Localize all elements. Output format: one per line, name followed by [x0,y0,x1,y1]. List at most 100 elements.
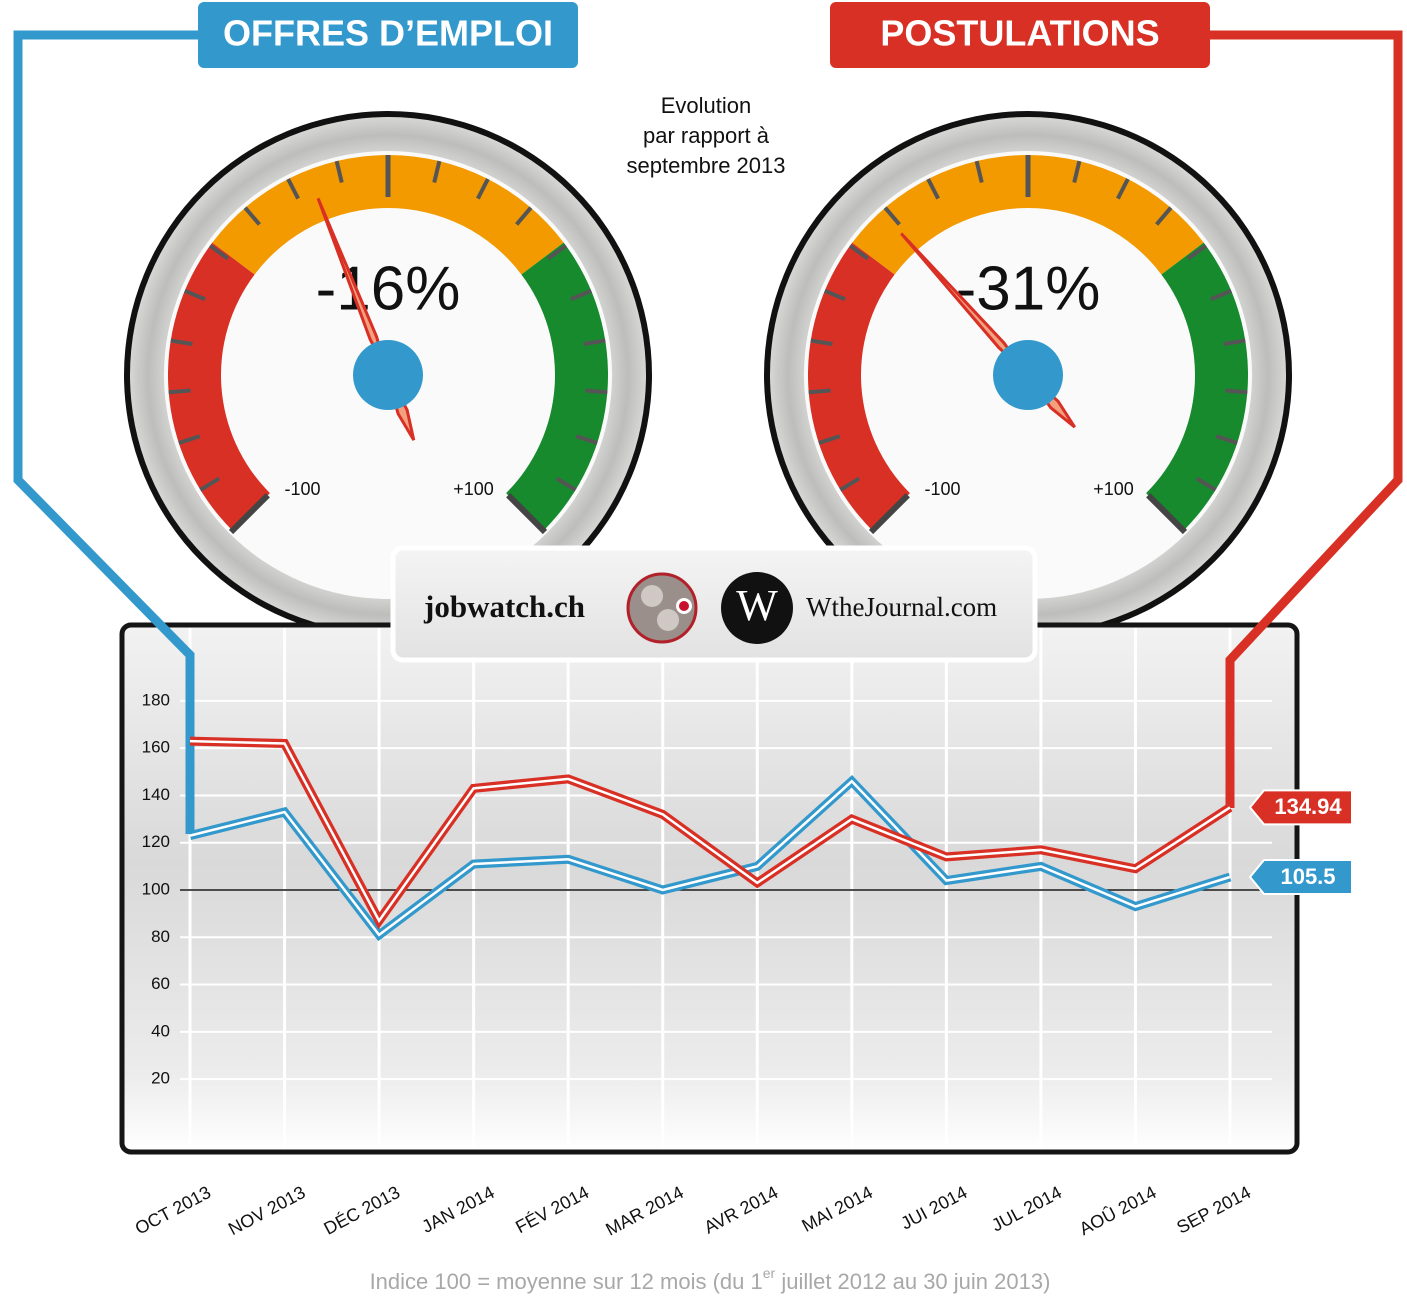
gauge-band [1146,242,1248,531]
x-tick-label: AOÛ 2014 [1075,1181,1159,1239]
gauge-scale-tick [555,476,577,492]
footnote-part: juillet 2012 au 30 juin 2013) [775,1269,1050,1294]
logo-letter: W [736,581,778,630]
connectors [13,30,1403,834]
series-line-highlight [189,739,1231,924]
gauge-scale-tick [839,476,861,492]
gauge-scale-tick [848,244,869,261]
gauges: -100 +100 -16% -100 +100 -31% [124,111,1292,639]
x-tick-label: DÉC 2013 [320,1182,403,1239]
gauge-scale-tick [583,338,606,347]
value-callout [1248,859,1353,895]
gauge-scale-tick [432,160,442,183]
logo-icon [657,609,679,631]
value-callout [1248,789,1353,826]
x-tick-label: MAR 2014 [602,1182,686,1240]
gauge-value-label: -16% [316,254,461,323]
gauge-hub [993,340,1063,410]
y-tick-label: 100 [142,879,170,898]
x-tick-label: NOV 2013 [225,1182,309,1239]
gauge-tick-label: -100 [285,479,321,499]
x-tick-label: FÉV 2014 [512,1182,592,1237]
y-tick-label: 80 [151,927,170,946]
gauge-scale-tick [1225,388,1248,395]
gauge-scale-tick [823,288,846,302]
x-tick-label: OCT 2013 [132,1182,214,1238]
line-chart: OCT 2013 NOV 2013 DÉC 2013 JAN 2014 FÉV 2014… [119,622,1300,1240]
footnote: Indice 100 = moyenne sur 12 mois (du 1er… [370,1265,1051,1294]
logo-text: WtheJournal.com [806,592,997,622]
gauge-scale-tick [585,388,608,395]
gauge-scale-tick [1223,338,1246,347]
gauge-tick [506,493,548,535]
logo-panel: jobwatch.ch W WtheJournal.com [390,545,1038,663]
gauge-scale-tick [243,206,261,226]
y-tick-label: 120 [142,832,170,851]
annotation-line: par rapport à [643,123,770,148]
series-line-highlight [189,779,1231,937]
header: POSTULATIONS [880,13,1159,54]
value-label: 134.94 [1274,794,1342,819]
x-tick-label: JAN 2014 [419,1182,498,1237]
x-tick-label: AVR 2014 [701,1182,782,1238]
plot-area [119,622,1300,1155]
x-tick-label: JUI 2014 [897,1182,970,1233]
gauge-scale-tick [334,160,344,183]
connector [1209,30,1403,808]
gauge-band [808,242,910,531]
gauge-scale-tick [1072,160,1082,183]
y-tick-label: 140 [142,785,170,804]
gauge-scale-tick [1155,206,1173,226]
gauge-scale-tick [818,434,841,445]
footnote-part: Indice 100 = moyenne sur 12 mois (du 1 [370,1269,763,1294]
gauge-band [506,242,608,531]
gauge-scale-tick [883,206,901,226]
gauge-scale-tick [1210,288,1233,302]
gauge-scale-tick [208,244,229,261]
gauge-scale-tick [926,178,940,200]
y-tick-label: 160 [142,738,170,757]
gauge-scale-tick [1215,434,1238,445]
gauge-scale-tick [199,476,221,492]
gauge-band [212,155,564,275]
gauge-scale-tick [974,160,984,183]
series: 105.5 134.94 [188,736,1353,942]
y-tick-label: 60 [151,974,170,993]
annotation-line: Evolution [661,93,752,118]
gauge-tick-label: +100 [453,479,494,499]
headers: OFFRES D’EMPLOI POSTULATIONS [198,2,1210,68]
gauge-value-label: -31% [956,254,1101,323]
gauge-scale-tick [476,178,490,200]
gauge-scale-tick [575,434,598,445]
gauge-scale-tick [808,388,831,395]
gauge-band [852,155,1204,275]
gauge-scale-tick [547,244,568,261]
x-tick-label: MAI 2014 [799,1182,876,1236]
gauge-tick [868,493,910,535]
footnote-sup: er [763,1265,776,1281]
gauge-scale-tick [1187,244,1208,261]
gauge-scale-tick [178,434,201,445]
gauge-band [168,242,270,531]
y-tick-label: 180 [142,690,170,709]
x-tick-label: JUL 2014 [988,1182,1065,1236]
logo-icon [679,601,689,611]
logo-text: jobwatch.ch [423,589,585,624]
annotation-line: septembre 2013 [627,153,786,178]
logo-icon [721,572,793,644]
header-box [830,2,1210,68]
value-label: 105.5 [1280,864,1335,889]
y-tick-label: 20 [151,1069,170,1088]
gauge-tick-label: -100 [925,479,961,499]
gauge-tick-label: +100 [1093,479,1134,499]
gauge-scale-tick [810,338,833,347]
gauge-scale-tick [1195,476,1217,492]
annotation: Evolution par rapport à septembre 2013 [627,93,786,178]
header: OFFRES D’EMPLOI [223,13,553,54]
gauge-scale-tick [515,206,533,226]
gauge-scale-tick [570,288,593,302]
gauge-scale-tick [1116,178,1130,200]
header-box [198,2,578,68]
logo-box [390,545,1038,663]
gauge-scale-tick [170,338,193,347]
